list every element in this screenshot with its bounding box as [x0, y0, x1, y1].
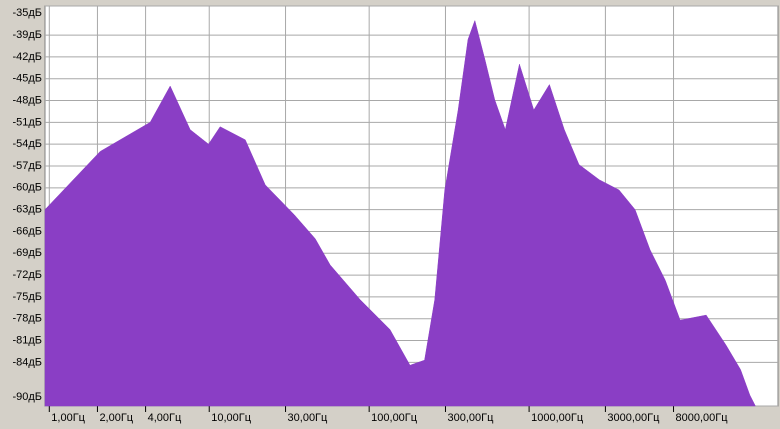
y-tick-label: -81дБ — [12, 334, 42, 346]
y-tick-label: -60дБ — [12, 182, 42, 194]
spectrum-area — [44, 19, 756, 407]
x-tick-label: 300,00Гц — [447, 412, 494, 424]
y-tick-label: -54дБ — [12, 138, 42, 150]
y-tick-label: -90дБ — [12, 391, 42, 403]
y-tick-label: -35дБ — [12, 7, 42, 19]
y-tick-label: -84дБ — [12, 356, 42, 368]
x-tick-label: 1,00Гц — [51, 412, 85, 424]
y-tick-label: -78дБ — [12, 313, 42, 325]
y-tick-label: -51дБ — [12, 116, 42, 128]
x-tick-label: 3000,00Гц — [607, 412, 660, 424]
y-tick-label: -69дБ — [12, 247, 42, 259]
y-tick-label: -48дБ — [12, 94, 42, 106]
x-tick-label: 2,00Гц — [99, 412, 133, 424]
x-tick-label: 30,00Гц — [288, 412, 328, 424]
y-tick-label: -66дБ — [12, 225, 42, 237]
y-tick-label: -42дБ — [12, 51, 42, 63]
x-tick-label: 100,00Гц — [371, 412, 418, 424]
y-tick-label: -63дБ — [12, 204, 42, 216]
y-tick-label: -45дБ — [12, 73, 42, 85]
x-tick-label: 1000,00Гц — [531, 412, 584, 424]
x-tick-label: 8000,00Гц — [676, 412, 729, 424]
y-tick-label: -57дБ — [12, 160, 42, 172]
y-tick-label: -72дБ — [12, 269, 42, 281]
x-tick-label: 10,00Гц — [211, 412, 251, 424]
y-tick-label: -39дБ — [12, 29, 42, 41]
y-tick-label: -75дБ — [12, 291, 42, 303]
x-tick-label: 4,00Гц — [148, 412, 182, 424]
